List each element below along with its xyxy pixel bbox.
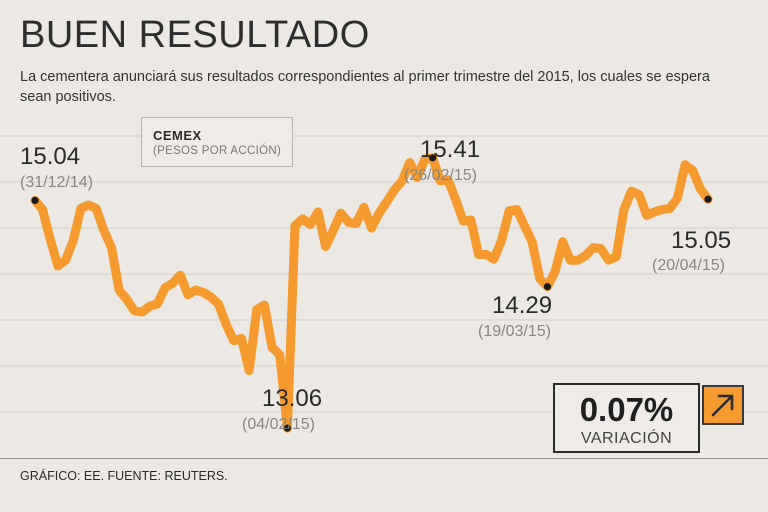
data-point-marker-0 bbox=[31, 196, 39, 204]
series-line-cemex bbox=[30, 153, 713, 433]
variation-label: VARIACIÓN bbox=[580, 430, 673, 447]
variation-box: 0.07% VARIACIÓN bbox=[553, 383, 700, 453]
arrow-up-right-glyph bbox=[711, 394, 734, 417]
annotation-max-value: 15.41 bbox=[420, 136, 481, 163]
chart-series-layer bbox=[30, 153, 713, 433]
data-point-marker-2 bbox=[429, 154, 437, 162]
legend-company: CEMEX bbox=[153, 128, 202, 143]
arrow-up-right-icon bbox=[702, 385, 744, 425]
annotation-end-value: 15.05 bbox=[671, 227, 732, 254]
annotation-max-date: (26/02/15) bbox=[404, 167, 477, 184]
variation-value: 0.07% bbox=[579, 391, 674, 428]
annotation-low-date: (19/03/15) bbox=[478, 323, 551, 340]
page-title: BUEN RESULTADO bbox=[20, 14, 370, 56]
annotation-min-date: (04/02/15) bbox=[242, 416, 315, 433]
annotation-low-value: 14.29 bbox=[492, 292, 553, 319]
data-point-marker-4 bbox=[704, 195, 712, 203]
annotation-start-date: (31/12/14) bbox=[20, 174, 93, 191]
data-point-marker-1 bbox=[283, 424, 291, 432]
annotation-min-value: 13.06 bbox=[262, 385, 323, 412]
legend-units: (PESOS POR ACCIÓN) bbox=[153, 145, 282, 157]
annotation-start-value: 15.04 bbox=[20, 143, 81, 170]
chart-points-layer bbox=[31, 154, 712, 432]
annotation-end-date: (20/04/15) bbox=[652, 257, 725, 274]
source-note: GRÁFICO: EE. FUENTE: REUTERS. bbox=[20, 469, 228, 483]
chart-legend: CEMEX (PESOS POR ACCIÓN) bbox=[141, 117, 293, 167]
page-subtitle: La cementera anunciará sus resultados co… bbox=[20, 69, 710, 105]
data-point-marker-3 bbox=[543, 283, 551, 291]
footer-divider bbox=[0, 458, 768, 459]
